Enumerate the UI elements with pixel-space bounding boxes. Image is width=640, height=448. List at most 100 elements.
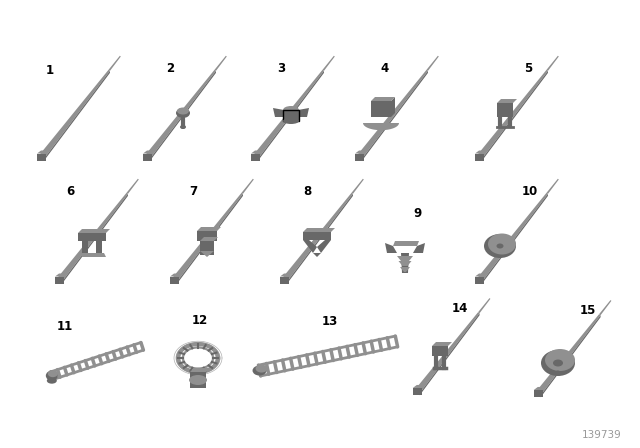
Ellipse shape [484,234,516,258]
Polygon shape [475,274,488,276]
Polygon shape [82,241,88,255]
Ellipse shape [47,378,57,383]
Ellipse shape [541,350,575,376]
Polygon shape [317,240,331,253]
Polygon shape [96,241,102,255]
Polygon shape [78,233,106,241]
Polygon shape [482,71,548,161]
Polygon shape [143,151,156,154]
Polygon shape [297,108,309,117]
Text: 8: 8 [303,185,311,198]
Text: 10: 10 [522,185,538,198]
Polygon shape [55,276,64,284]
Text: 13: 13 [322,314,338,327]
Polygon shape [534,387,547,390]
Polygon shape [170,274,183,276]
Polygon shape [371,101,391,117]
Text: 15: 15 [580,303,596,316]
Polygon shape [109,56,121,71]
Polygon shape [497,103,513,117]
Polygon shape [150,71,216,161]
Polygon shape [482,194,548,284]
Polygon shape [78,229,110,233]
Polygon shape [251,154,260,160]
Text: 14: 14 [452,302,468,314]
Polygon shape [357,70,428,159]
Ellipse shape [255,365,268,373]
Polygon shape [420,313,479,395]
Polygon shape [251,151,264,154]
Polygon shape [415,312,479,393]
Polygon shape [475,154,484,160]
Polygon shape [426,56,439,71]
Polygon shape [197,227,221,231]
Ellipse shape [180,125,186,129]
Polygon shape [62,194,128,284]
Polygon shape [351,179,364,194]
Text: 7: 7 [189,185,197,198]
Text: 139739: 139739 [582,430,622,440]
Polygon shape [536,314,600,395]
Ellipse shape [177,108,189,115]
Polygon shape [200,237,218,241]
Polygon shape [190,368,210,372]
Ellipse shape [283,118,299,124]
Polygon shape [39,70,110,159]
Polygon shape [190,372,206,388]
Polygon shape [362,71,428,161]
Polygon shape [80,253,106,257]
Polygon shape [280,276,289,284]
Polygon shape [282,193,353,282]
FancyBboxPatch shape [283,110,299,121]
Polygon shape [57,193,128,282]
Polygon shape [477,193,548,282]
Polygon shape [197,231,217,241]
Ellipse shape [48,370,58,377]
Polygon shape [287,194,353,284]
Polygon shape [478,298,490,313]
Polygon shape [385,243,397,253]
Polygon shape [397,256,413,261]
Polygon shape [200,251,214,257]
Polygon shape [273,108,285,117]
Polygon shape [280,274,293,276]
Ellipse shape [46,370,58,381]
Polygon shape [413,243,425,253]
Polygon shape [400,267,410,272]
Polygon shape [371,97,395,101]
Polygon shape [37,151,50,154]
Polygon shape [432,346,448,356]
Polygon shape [303,228,335,232]
Polygon shape [253,70,324,159]
Polygon shape [37,154,46,160]
Text: 9: 9 [413,207,421,220]
Polygon shape [313,253,321,257]
Text: 3: 3 [277,61,285,74]
Polygon shape [214,56,227,71]
Polygon shape [241,179,254,194]
Polygon shape [143,154,152,160]
Polygon shape [547,56,559,71]
Polygon shape [170,276,179,284]
Ellipse shape [189,375,207,385]
Text: 4: 4 [381,61,389,74]
Ellipse shape [545,349,575,371]
Polygon shape [599,300,611,315]
Polygon shape [303,240,317,253]
Polygon shape [391,97,395,117]
Polygon shape [55,274,68,276]
Polygon shape [475,276,484,284]
Ellipse shape [176,108,190,118]
Text: 1: 1 [46,64,54,77]
Ellipse shape [488,233,516,254]
Polygon shape [355,154,364,160]
Polygon shape [145,70,216,159]
Ellipse shape [283,106,299,114]
Ellipse shape [497,244,504,249]
Polygon shape [399,261,412,266]
Polygon shape [393,241,419,246]
Polygon shape [172,193,243,282]
Polygon shape [363,123,399,130]
Text: 11: 11 [57,319,73,332]
Ellipse shape [553,359,563,366]
